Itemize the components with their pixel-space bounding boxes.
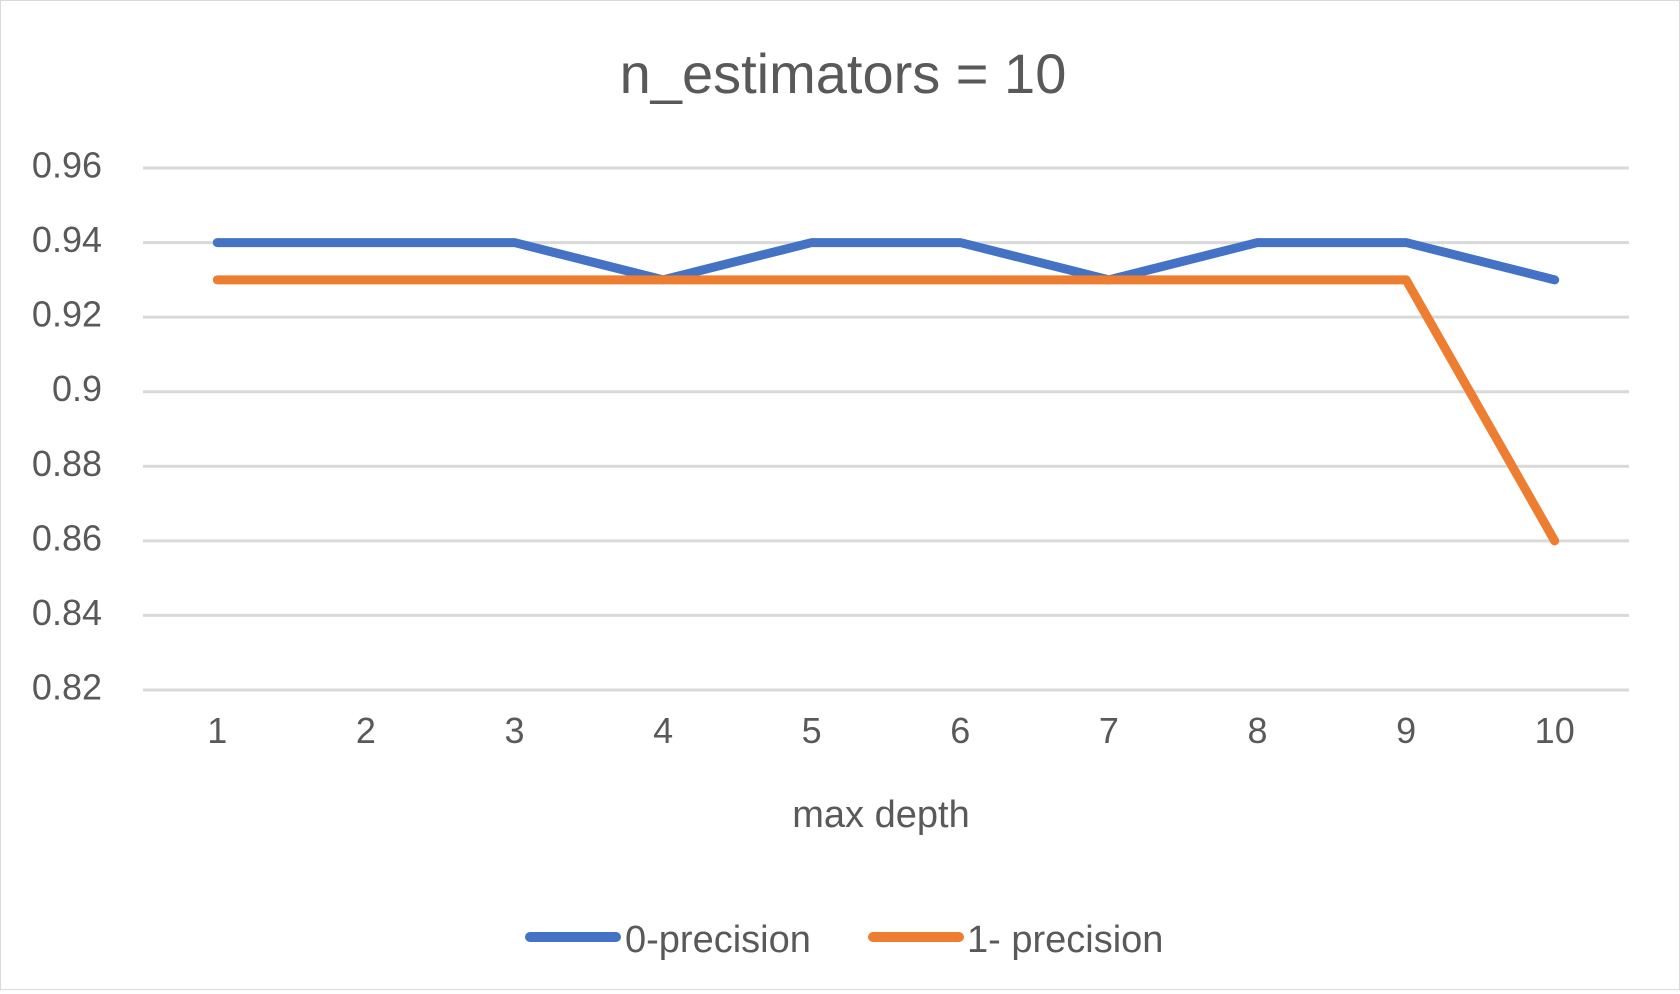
- series-line-0-precision: [212, 238, 1560, 285]
- x-tick-label: 4: [653, 710, 673, 751]
- y-tick-label: 0.9: [52, 368, 102, 409]
- x-tick-label: 9: [1396, 710, 1416, 751]
- x-axis-label: max depth: [792, 794, 969, 836]
- y-tick-label: 0.94: [32, 219, 102, 260]
- legend-label-1-precision: 1- precision: [967, 919, 1163, 961]
- x-tick-label: 2: [356, 710, 376, 751]
- y-tick-label: 0.88: [32, 443, 102, 484]
- y-tick-label: 0.92: [32, 294, 102, 335]
- x-tick-label: 7: [1099, 710, 1119, 751]
- x-tick-label: 10: [1535, 710, 1575, 751]
- x-tick-label: 1: [207, 710, 227, 751]
- y-tick-label: 0.96: [32, 145, 102, 186]
- y-tick-label: 0.82: [32, 667, 102, 708]
- x-tick-label: 5: [802, 710, 822, 751]
- y-tick-label: 0.84: [32, 592, 102, 633]
- x-tick-label: 3: [504, 710, 524, 751]
- series-lines: [212, 238, 1560, 546]
- x-tick-label: 8: [1247, 710, 1267, 751]
- y-tick-label: 0.86: [32, 517, 102, 558]
- series-line-1-precision: [212, 275, 1560, 546]
- x-tick-label: 6: [950, 710, 970, 751]
- x-axis-tick-labels: 1 2 3 4 5 6 7 8 9 10: [207, 710, 1574, 751]
- chart-title: n_estimators = 10: [620, 42, 1067, 105]
- legend-label-0-precision: 0-precision: [625, 919, 811, 961]
- legend: 0-precision 1- precision: [525, 919, 1163, 961]
- y-axis-tick-labels: 0.96 0.94 0.92 0.9 0.88 0.86 0.84 0.82: [32, 145, 102, 708]
